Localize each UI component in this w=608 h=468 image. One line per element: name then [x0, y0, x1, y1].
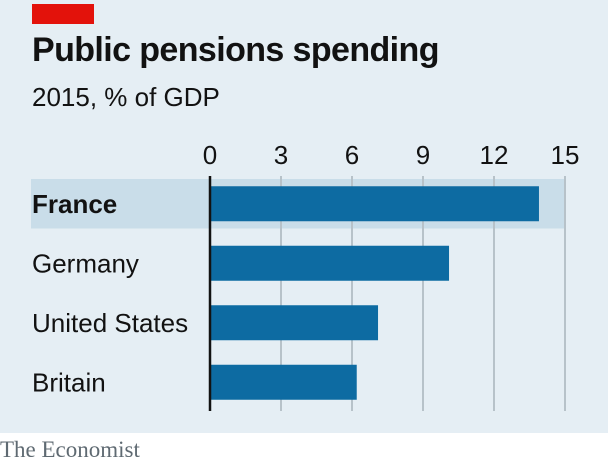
x-tick-label: 6 — [345, 140, 359, 170]
x-tick-label: 3 — [274, 140, 288, 170]
category-label: Germany — [32, 248, 139, 278]
bar-chart: 0 3 6 9 12 15 France Germany United States Britai… — [31, 140, 580, 411]
category-label: France — [32, 189, 117, 219]
chart-panel: Public pensions spending 2015, % of GDP … — [0, 0, 608, 433]
brand-red-tag — [32, 4, 94, 24]
x-tick-label: 15 — [551, 140, 580, 170]
x-tick-label: 0 — [203, 140, 217, 170]
category-label: United States — [32, 308, 188, 338]
chart-title: Public pensions spending — [32, 31, 439, 69]
bar — [210, 245, 450, 281]
category-label: Britain — [32, 367, 106, 397]
bar — [210, 186, 539, 222]
x-tick-label: 9 — [416, 140, 430, 170]
bar — [210, 364, 357, 400]
chart-subtitle: 2015, % of GDP — [32, 82, 220, 112]
bar — [210, 305, 379, 341]
source-credit: The Economist — [0, 437, 140, 462]
x-tick-label: 12 — [480, 140, 509, 170]
